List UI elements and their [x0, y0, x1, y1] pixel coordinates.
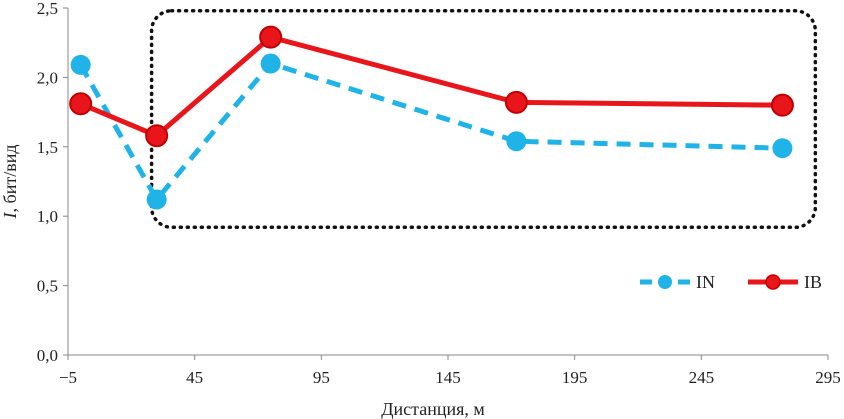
data-point [146, 189, 167, 210]
x-tick-label: 245 [689, 368, 715, 387]
data-point [260, 53, 281, 74]
y-tick-label: 2,0 [37, 68, 58, 87]
x-tick-label: 45 [186, 368, 203, 387]
y-tick-label: 1,0 [37, 207, 58, 226]
x-tick-label: 95 [313, 368, 330, 387]
data-point [506, 131, 527, 152]
data-point [259, 25, 283, 49]
legend-label: IB [804, 272, 822, 292]
data-point [70, 54, 91, 75]
x-axis-title: Дистанция, м [381, 399, 485, 419]
data-point [770, 93, 794, 117]
x-tick-label: 145 [435, 368, 461, 387]
y-axis-title-unit: , бит/вид [0, 145, 20, 213]
legend-item-in: IN [640, 272, 715, 292]
legend: IN IB [640, 272, 822, 292]
highlight-box [149, 9, 818, 230]
y-tick-label: 2,5 [37, 0, 58, 18]
y-tick-label: 1,5 [37, 138, 58, 157]
data-point [69, 92, 93, 116]
x-tick-label: 295 [815, 368, 841, 387]
x-tick-label: 195 [562, 368, 588, 387]
y-axis-title-symbol: I [0, 211, 20, 219]
series-ib [69, 25, 794, 148]
series [69, 25, 794, 210]
legend-swatch-marker [658, 275, 672, 289]
series-line-in [78, 61, 783, 203]
series-in [70, 53, 793, 210]
legend-swatch-marker [765, 274, 781, 290]
tick-labels: 0,0 0,5 1,0 1,5 2,0 2,5 −5 45 95 145 195 245 295 [37, 0, 841, 387]
y-axis-title: I, бит/вид [0, 145, 20, 220]
x-tick-label: −5 [59, 368, 77, 387]
data-point [504, 90, 528, 114]
highlight-box-layer [149, 9, 818, 230]
y-tick-label: 0,5 [37, 277, 58, 296]
axes [63, 7, 829, 360]
series-line-ib [79, 34, 783, 139]
y-tick-label: 0,0 [37, 346, 58, 365]
data-point [145, 124, 169, 148]
legend-label: IN [696, 272, 715, 292]
legend-item-ib: IB [748, 272, 822, 292]
data-point [772, 138, 793, 159]
